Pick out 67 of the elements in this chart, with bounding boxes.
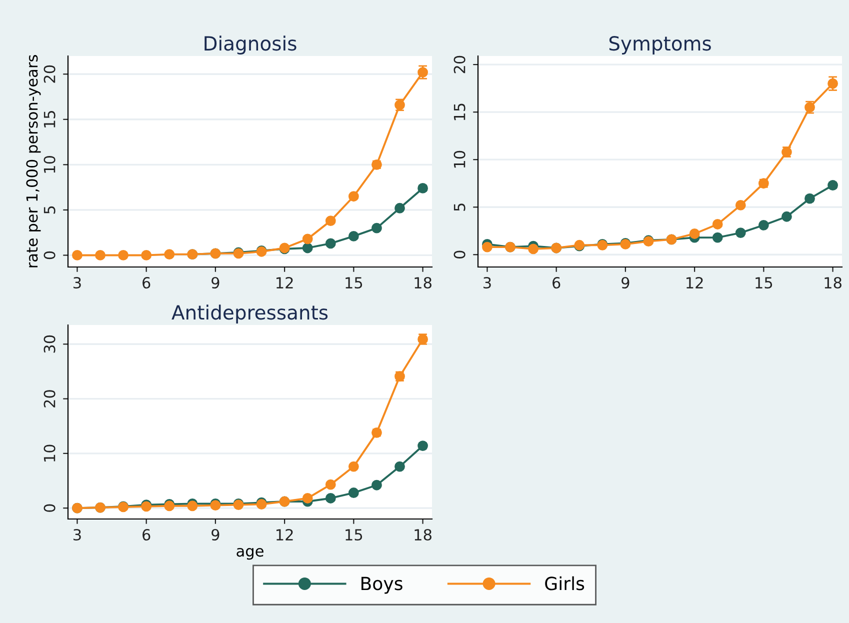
x-tick-label: 6 [142,528,150,541]
point [758,220,769,230]
point [712,219,723,230]
x-tick-label: 18 [414,528,432,541]
y-tick-label: 0 [44,251,56,260]
point [372,222,382,234]
legend-label: Boys [362,576,402,594]
point [482,242,492,252]
legend-label: Girls [545,576,584,590]
point [325,479,336,490]
y-tick-label: 10 [44,156,56,173]
point [302,234,313,244]
x-tick-label: 15 [346,529,362,541]
point [528,244,538,254]
y-tick-label: 0 [44,504,56,512]
y-tick-label: 20 [44,65,56,83]
chart-title: Antidepressants [172,304,328,324]
y-tick-label: 10 [454,150,466,168]
point [302,493,313,504]
x-tick-label: 15 [756,277,772,289]
point [348,488,359,498]
x-tick-label: 12 [276,528,293,540]
point [164,249,175,260]
y-tick-label: 0 [454,250,466,258]
x-tick-label: 6 [142,276,150,289]
chart-title: Diagnosis [204,36,296,54]
point [325,493,336,504]
x-axis-title: age [236,548,264,560]
point [325,216,336,226]
point [302,242,313,254]
point [348,461,359,472]
x-tick-label: 18 [414,276,432,289]
x-tick-label: 6 [552,276,560,289]
y-tick-label: 20 [44,390,56,408]
y-tick-label: 5 [454,204,466,211]
point [689,228,700,239]
point [372,480,382,490]
x-tick-label: 15 [346,277,362,289]
point [782,211,792,222]
point [348,231,359,242]
x-tick-label: 12 [686,276,703,288]
y-axis-title: rate per 1,000 person-years [26,55,41,268]
x-tick-label: 9 [622,276,630,289]
y-tick-label: 20 [454,56,466,74]
point [325,238,336,249]
x-tick-label: 3 [74,276,81,289]
x-tick-label: 3 [74,528,81,541]
point [735,228,746,238]
y-tick-label: 5 [44,206,56,214]
y-tick-label: 15 [44,111,56,128]
point [118,250,128,260]
y-tick-label: 15 [454,104,466,120]
point [72,250,82,260]
x-tick-label: 9 [212,528,220,541]
x-tick-label: 9 [212,276,220,289]
y-tick-label: 30 [44,335,56,353]
x-tick-label: 3 [484,276,491,289]
chart-title: Symptoms [609,36,711,54]
x-tick-label: 12 [276,276,293,288]
point [141,250,152,260]
point [712,232,723,243]
y-tick-label: 10 [44,444,56,462]
x-tick-label: 18 [824,276,842,289]
point [348,191,359,202]
point [735,200,746,210]
point [187,500,198,512]
point [95,250,106,260]
